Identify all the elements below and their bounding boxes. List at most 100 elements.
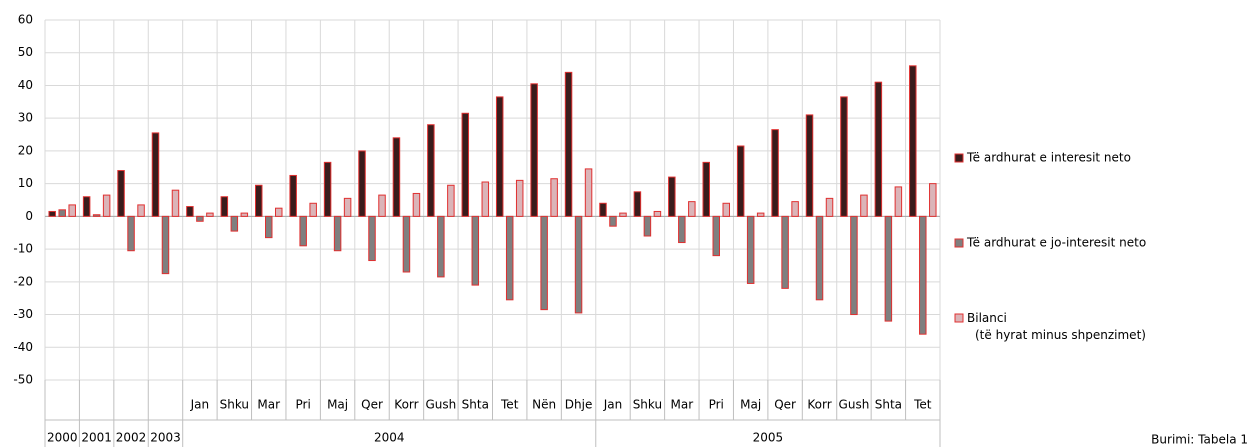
x-tick-label: Tet — [913, 398, 932, 412]
bar — [874, 81, 883, 217]
bar — [678, 215, 686, 244]
bar — [196, 215, 204, 222]
y-tick-label: 40 — [18, 78, 33, 92]
bar — [505, 215, 514, 301]
y-tick-label: 0 — [25, 209, 33, 223]
bar — [894, 186, 903, 217]
bar — [137, 204, 145, 217]
bar — [171, 189, 180, 217]
x-tick-label: Shku — [633, 398, 662, 412]
y-tick-label: 50 — [18, 45, 33, 59]
bar — [909, 65, 917, 217]
x-tick-label: Shku — [220, 398, 249, 412]
bar — [619, 212, 627, 217]
x-tick-label: Mar — [257, 398, 280, 412]
bar — [609, 215, 617, 227]
bar — [206, 212, 214, 217]
y-tick-label: 20 — [18, 143, 33, 157]
bar — [92, 214, 101, 217]
y-tick-label: 10 — [18, 176, 33, 190]
y-tick-label: -50 — [13, 373, 33, 387]
bar — [815, 215, 824, 301]
bar — [633, 191, 642, 217]
y-tick-label: 30 — [18, 111, 33, 125]
x-tick-label: Qer — [361, 398, 383, 412]
x-tick-label: Pri — [709, 398, 724, 412]
x-tick-label: Mar — [671, 398, 694, 412]
x-tick-label: Korr — [807, 398, 831, 412]
legend-label: Të ardhurat e jo-interesit neto — [966, 236, 1146, 250]
bar — [712, 215, 720, 257]
bar — [564, 71, 573, 217]
bar — [58, 209, 66, 217]
legend-swatch — [954, 238, 964, 248]
bar — [574, 215, 583, 314]
x-tick-label: Shta — [462, 398, 489, 412]
x-tick-label: Maj — [740, 398, 761, 412]
x-tick-label: Qer — [774, 398, 796, 412]
x-tick-label: Pri — [296, 398, 311, 412]
x-group-label: 2000 — [47, 431, 78, 445]
bar — [653, 210, 662, 217]
bar — [688, 201, 696, 217]
bar — [323, 161, 332, 217]
legend-swatch — [954, 153, 964, 163]
x-tick-label: Maj — [327, 398, 348, 412]
legend-swatch — [954, 313, 964, 323]
bar — [368, 215, 376, 262]
bar — [756, 212, 765, 217]
x-tick-label: Jan — [603, 398, 623, 412]
y-tick-label: 60 — [18, 13, 33, 27]
bar — [771, 129, 779, 217]
x-group-label: 2002 — [116, 431, 147, 445]
bar — [550, 178, 558, 217]
bar — [392, 137, 401, 217]
bar — [299, 215, 307, 247]
bar — [275, 207, 283, 217]
bar — [805, 114, 814, 217]
bar — [186, 206, 194, 217]
bar — [584, 168, 593, 217]
legend-label: Të ardhurat e interesit neto — [966, 151, 1131, 165]
x-tick-label: Korr — [394, 398, 418, 412]
x-tick-label: Gush — [839, 398, 870, 412]
x-tick-label: Shta — [875, 398, 902, 412]
bar — [702, 161, 710, 217]
bar — [82, 196, 91, 217]
source-note: Burimi: Tabela 1 — [1151, 433, 1248, 447]
y-tick-label: -40 — [13, 340, 33, 354]
bar — [884, 215, 893, 322]
x-tick-label: Gush — [425, 398, 456, 412]
bar — [461, 112, 470, 217]
bar — [48, 210, 56, 217]
x-tick-label: Jan — [190, 398, 210, 412]
bar — [599, 202, 607, 217]
y-tick-label: -20 — [13, 274, 33, 288]
x-tick-label: Nën — [532, 398, 556, 412]
bar — [240, 212, 249, 217]
bar — [309, 202, 317, 217]
bar — [343, 197, 352, 217]
bar — [102, 194, 111, 217]
bar — [746, 215, 755, 284]
bar — [437, 215, 445, 278]
bar — [447, 184, 455, 217]
bar — [860, 194, 868, 217]
x-tick-label: Dhje — [565, 398, 593, 412]
bar — [127, 215, 135, 252]
bar — [151, 132, 160, 217]
bar — [643, 215, 652, 237]
bar — [791, 201, 799, 217]
bar — [481, 181, 490, 217]
bar — [668, 176, 676, 217]
bar — [919, 215, 927, 335]
bar — [230, 215, 239, 232]
x-tick-label: Tet — [500, 398, 519, 412]
bar — [540, 215, 548, 311]
bar — [495, 96, 504, 217]
bar — [358, 150, 366, 217]
bar — [378, 194, 386, 217]
y-tick-label: -30 — [13, 307, 33, 321]
bar — [781, 215, 789, 289]
